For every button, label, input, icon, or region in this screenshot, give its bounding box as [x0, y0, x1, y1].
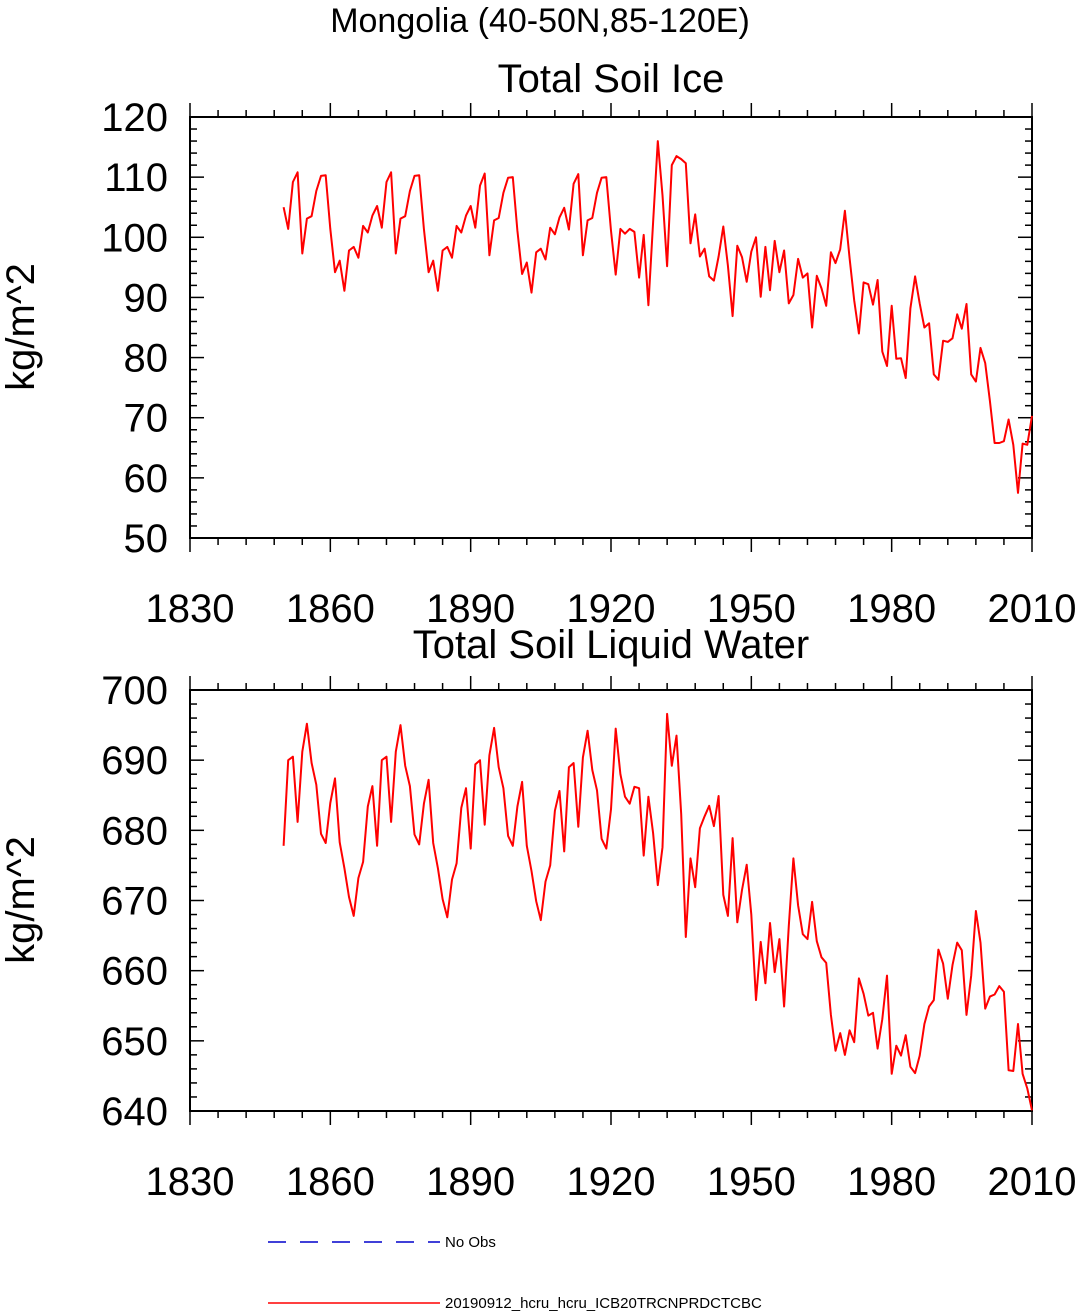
- y-tick-label: 100: [101, 216, 168, 260]
- y-tick-label: 120: [101, 96, 168, 140]
- x-tick-label: 1860: [286, 587, 375, 631]
- y-tick-label: 660: [101, 950, 168, 994]
- x-tick-label: 1950: [707, 1160, 796, 1204]
- soil-liquid-water-panel: Total Soil Liquid Water kg/m^2 640 650 660…: [0, 623, 1076, 1204]
- y-tick-label: 70: [124, 397, 169, 441]
- x-tick-label: 1830: [146, 587, 235, 631]
- chart-title: Total Soil Ice: [498, 57, 725, 101]
- series-line: [282, 140, 1033, 494]
- y-tick-label: 670: [101, 880, 168, 924]
- x-tick-label: 1920: [567, 587, 656, 631]
- y-tick-label: 80: [124, 337, 169, 381]
- x-tick-label: 2010: [988, 1160, 1077, 1204]
- chart-title: Total Soil Liquid Water: [413, 623, 809, 667]
- y-tick-label: 700: [101, 669, 168, 713]
- page-title: Mongolia (40-50N,85-120E): [330, 2, 750, 40]
- x-tick-label: 2010: [988, 587, 1077, 631]
- series-line: [282, 712, 1033, 1111]
- x-tick-label: 1860: [286, 1160, 375, 1204]
- y-axis-label: kg/m^2: [0, 263, 43, 391]
- y-tick-label: 110: [104, 156, 168, 200]
- plot-frame: [189, 689, 1033, 1112]
- soil-ice-panel: Total Soil Ice kg/m^2 50 60 70 80 90 100 110 12…: [0, 57, 1076, 631]
- x-tick-label: 1890: [426, 587, 515, 631]
- y-tick-label: 50: [124, 517, 169, 561]
- y-tick-label: 690: [101, 739, 168, 783]
- y-tick-label: 90: [124, 276, 169, 320]
- y-tick-label: 680: [101, 809, 168, 853]
- x-tick-label: 1980: [847, 587, 936, 631]
- x-tick-label: 1920: [567, 1160, 656, 1204]
- x-tick-label: 1950: [707, 587, 796, 631]
- legend-label-no-obs: No Obs: [445, 1234, 496, 1251]
- y-tick-label: 640: [101, 1090, 168, 1134]
- x-tick-label: 1980: [847, 1160, 936, 1204]
- y-axis-label: kg/m^2: [0, 836, 43, 964]
- x-tick-label: 1830: [146, 1160, 235, 1204]
- y-tick-label: 650: [101, 1020, 168, 1064]
- legend-label-model: 20190912_hcru_hcru_ICB20TRCNPRDCTCBC: [445, 1295, 762, 1312]
- legend: No Obs 20190912_hcru_hcru_ICB20TRCNPRDCT…: [268, 1234, 762, 1312]
- plot-frame: [189, 116, 1033, 539]
- y-tick-label: 60: [124, 457, 169, 501]
- x-tick-label: 1890: [426, 1160, 515, 1204]
